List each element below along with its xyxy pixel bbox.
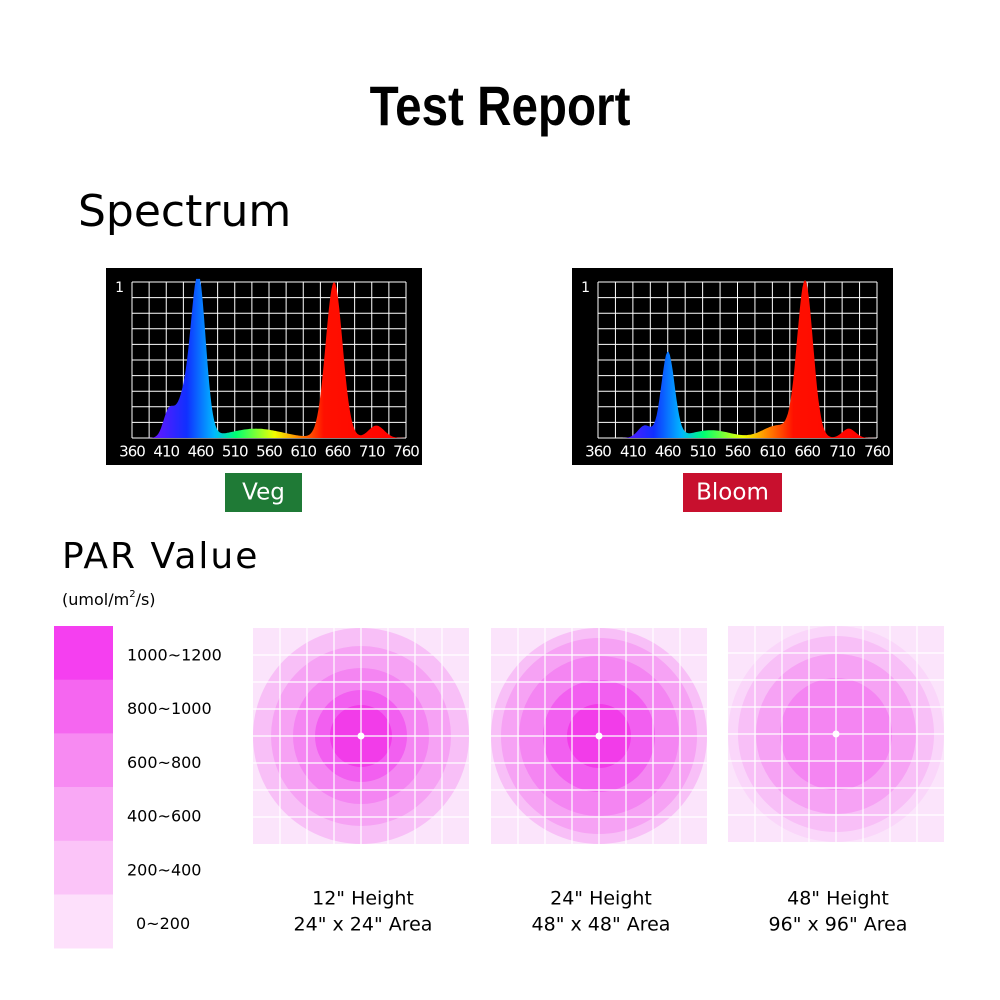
- x-tick-label: 610: [760, 443, 786, 461]
- map-center: [357, 732, 365, 740]
- x-tick-label: 760: [393, 443, 419, 461]
- map-height: 12" Height: [312, 888, 414, 910]
- legend-swatch: [54, 679, 113, 734]
- x-tick-label: 460: [655, 443, 681, 461]
- legend-label: 0~200: [136, 914, 190, 933]
- x-tick-label: 510: [690, 443, 716, 461]
- legend-swatch: [54, 787, 113, 842]
- legend-label: 800~1000: [127, 699, 212, 718]
- spectrum-frame: [572, 268, 893, 465]
- y-label: 1: [581, 280, 590, 296]
- x-tick-label: 660: [794, 443, 820, 461]
- x-tick-label: 710: [359, 443, 385, 461]
- unit-sup: 2: [129, 589, 135, 600]
- x-tick-label: 510: [222, 443, 248, 461]
- x-tick-label: 760: [864, 443, 890, 461]
- legend-swatch: [54, 894, 113, 949]
- map-center: [595, 732, 603, 740]
- x-tick-label: 560: [725, 443, 751, 461]
- x-tick-label: 360: [585, 443, 611, 461]
- map-area: 24" x 24" Area: [294, 914, 433, 936]
- spectrum-curve: [598, 280, 877, 438]
- legend-swatch: [54, 840, 113, 895]
- title: Test Report: [370, 75, 631, 137]
- map-center: [832, 730, 840, 738]
- legend-label: 400~600: [127, 807, 201, 826]
- x-tick-label: 560: [256, 443, 282, 461]
- map-height: 24" Height: [550, 888, 652, 910]
- legend-label: 600~800: [127, 753, 201, 772]
- y-label: 1: [115, 280, 124, 296]
- x-tick-label: 410: [620, 443, 646, 461]
- x-tick-label: 460: [188, 443, 214, 461]
- par-unit: (umol/m2/s): [62, 589, 156, 609]
- legend-label: 1000~1200: [127, 646, 222, 665]
- legend-swatch: [54, 733, 113, 788]
- unit-prefix: (umol/m: [62, 590, 129, 609]
- spectrum-heading: Spectrum: [78, 186, 291, 237]
- map-area: 48" x 48" Area: [532, 914, 671, 936]
- par-heading: PAR Value: [62, 536, 259, 577]
- map-area: 96" x 96" Area: [769, 914, 908, 936]
- spectrum-curve: [132, 278, 406, 438]
- legend-swatch: [54, 626, 113, 680]
- x-tick-label: 660: [325, 443, 351, 461]
- badge-label: Veg: [242, 480, 285, 506]
- map-height: 48" Height: [787, 888, 889, 910]
- badge: [225, 473, 302, 512]
- x-tick-label: 610: [290, 443, 316, 461]
- dynamic: 1 360 410 460 510 560 610 660 710 760 Veg 1 360 410 46…: [54, 268, 944, 949]
- x-tick-label: 410: [153, 443, 179, 461]
- unit-suffix: /s): [136, 590, 156, 609]
- x-tick-label: 710: [829, 443, 855, 461]
- badge-label: Bloom: [696, 480, 769, 506]
- legend-label: 200~400: [127, 860, 201, 879]
- x-tick-label: 360: [119, 443, 145, 461]
- badge: [683, 473, 782, 512]
